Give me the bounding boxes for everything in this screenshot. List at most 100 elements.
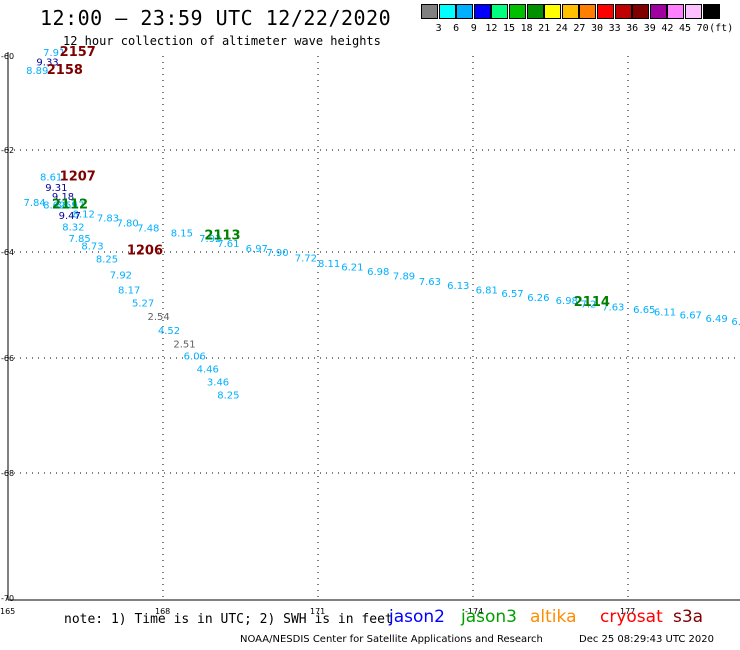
wave-height-value: 6.98 bbox=[367, 267, 389, 278]
legend-label: 39 bbox=[643, 23, 656, 34]
wave-height-value: 7.90 bbox=[266, 248, 288, 259]
wave-height-value: 6.49 bbox=[706, 314, 728, 325]
legend-swatch bbox=[526, 4, 544, 19]
wave-height-value: 8.25 bbox=[217, 390, 239, 401]
wave-height-value: 2.51 bbox=[173, 339, 195, 350]
wave-height-value: 7.72 bbox=[295, 254, 317, 265]
wave-height-value: 6.57 bbox=[501, 289, 523, 300]
wave-height-value: 4.46 bbox=[197, 364, 219, 375]
legend-swatch bbox=[561, 4, 579, 19]
satellite-label-cryosat: cryosat bbox=[600, 607, 663, 627]
wave-height-value: 7.91 bbox=[43, 48, 65, 59]
legend-label: 15 bbox=[502, 23, 516, 34]
satellite-label-s3a: s3a bbox=[673, 607, 704, 627]
wave-height-value: 8.57 bbox=[62, 201, 84, 212]
wave-height-value: 7.48 bbox=[137, 224, 159, 235]
longitude-label: 177 bbox=[620, 607, 635, 616]
legend-swatch bbox=[632, 4, 650, 19]
wave-height-value: 6.26 bbox=[527, 293, 549, 304]
pass-time-label: 2114 bbox=[574, 295, 610, 310]
wave-height-value: 2.54 bbox=[148, 312, 170, 323]
wave-height-value: 6.06 bbox=[184, 352, 206, 363]
legend-swatch bbox=[438, 4, 456, 19]
pass-time-label: 2112 bbox=[52, 198, 88, 213]
longitude-label: 165 bbox=[0, 607, 15, 616]
wave-height-value: 9.31 bbox=[45, 183, 67, 194]
wave-height-value: 6.81 bbox=[476, 285, 498, 296]
wave-height-value: 6.42 bbox=[731, 317, 740, 328]
wave-height-value: 9.47 bbox=[59, 211, 81, 222]
legend-label: 30 bbox=[590, 23, 604, 34]
wave-height-value: 6.13 bbox=[447, 281, 469, 292]
wave-height-value: 6.65 bbox=[633, 305, 655, 316]
legend-unit: (ft) bbox=[709, 23, 734, 34]
wave-height-value: 9.33 bbox=[36, 57, 58, 68]
legend-swatch bbox=[614, 4, 632, 19]
legend-swatch bbox=[685, 4, 702, 19]
pass-time-label: 2157 bbox=[60, 45, 96, 60]
wave-height-value: 5.27 bbox=[132, 299, 154, 310]
generation-timestamp: Dec 25 08:29:43 UTC 2020 bbox=[579, 634, 714, 645]
latitude-label: -70 bbox=[1, 594, 14, 603]
wave-height-value: 8.59 bbox=[56, 201, 78, 212]
wave-height-value: 8.61 bbox=[40, 173, 62, 184]
legend-label: 21 bbox=[538, 23, 551, 34]
map-subtitle: 12 hour collection of altimeter wave hei… bbox=[63, 34, 381, 48]
wave-height-value: 9.18 bbox=[52, 192, 74, 203]
wave-height-value: 4.52 bbox=[158, 326, 180, 337]
satellite-label-jason2: jason2 bbox=[389, 607, 445, 627]
legend-swatch bbox=[491, 4, 509, 19]
wave-height-value: 7.92 bbox=[199, 234, 221, 245]
latitude-label: -68 bbox=[1, 469, 14, 478]
legend-swatch bbox=[579, 4, 597, 19]
legend-swatch bbox=[649, 4, 667, 19]
satellite-label-altika: altika bbox=[530, 607, 577, 627]
legend-swatch bbox=[509, 4, 526, 19]
legend-label: 12 bbox=[485, 23, 498, 34]
legend-label: 33 bbox=[608, 23, 621, 34]
latitude-label: -62 bbox=[1, 146, 14, 155]
wave-height-value: 7.63 bbox=[602, 302, 624, 313]
latitude-label: -66 bbox=[1, 354, 14, 363]
wave-height-value: 6.67 bbox=[680, 310, 702, 321]
wave-height-value: 6.97 bbox=[246, 244, 268, 255]
wave-height-value: 7.61 bbox=[217, 239, 239, 250]
wave-height-value: 8.11 bbox=[318, 259, 340, 270]
wave-height-value: 7.80 bbox=[117, 219, 139, 230]
wave-height-value: 7.2 bbox=[580, 300, 596, 311]
longitude-label: 171 bbox=[310, 607, 325, 616]
legend-label: 42 bbox=[661, 23, 674, 34]
map-title: 12:00 – 23:59 UTC 12/22/2020 bbox=[40, 6, 392, 30]
wave-height-value: 8.73 bbox=[81, 241, 103, 252]
footer-note: note: 1) Time is in UTC; 2) SWH is in fe… bbox=[64, 612, 393, 627]
legend-swatch bbox=[421, 4, 438, 19]
wave-height-value: 8.62 bbox=[43, 201, 65, 212]
legend-swatch bbox=[473, 4, 491, 19]
legend-swatch bbox=[667, 4, 685, 19]
latitude-label: -64 bbox=[1, 248, 14, 257]
legend-swatch bbox=[702, 4, 720, 19]
wave-height-value: 8.32 bbox=[62, 223, 84, 234]
pass-time-label: 2113 bbox=[204, 228, 240, 243]
satellite-label-jason3: jason3 bbox=[461, 607, 517, 627]
wave-height-value: 8.15 bbox=[171, 229, 193, 240]
wave-height-value: 7.84 bbox=[24, 198, 46, 209]
wave-height-value: 6.11 bbox=[654, 308, 676, 319]
legend-label: 70 bbox=[696, 23, 709, 34]
legend-swatch bbox=[456, 4, 474, 19]
wave-height-value: 7.89 bbox=[393, 272, 415, 283]
legend-label: 9 bbox=[470, 23, 477, 34]
legend-label: 18 bbox=[520, 23, 533, 34]
pass-time-label: 1207 bbox=[60, 170, 96, 185]
wave-height-value: 7.92 bbox=[110, 271, 132, 282]
legend-swatch bbox=[544, 4, 562, 19]
legend-label: 45 bbox=[678, 23, 692, 34]
latitude-label: -60 bbox=[1, 52, 14, 61]
wave-height-value: 8.12 bbox=[73, 209, 95, 220]
pass-time-label: 1206 bbox=[127, 244, 163, 259]
wave-height-value: 3.46 bbox=[207, 378, 229, 389]
legend-label: 24 bbox=[555, 23, 568, 34]
longitude-label: -174 bbox=[465, 607, 483, 616]
wave-height-value: 7.85 bbox=[68, 234, 90, 245]
